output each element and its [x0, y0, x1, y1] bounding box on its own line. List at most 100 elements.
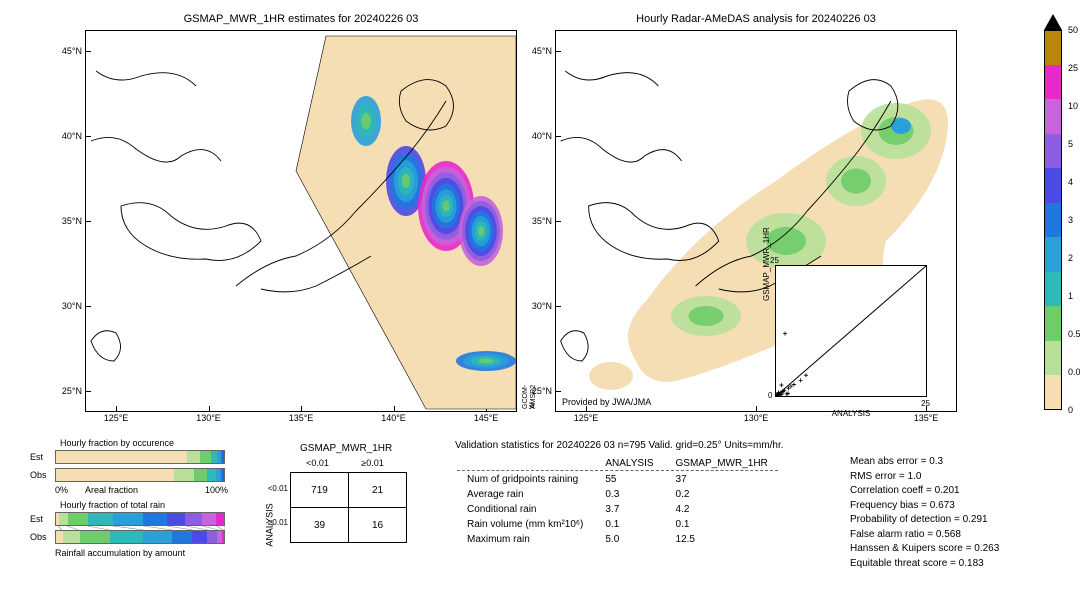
map-ytick: 30°N: [62, 301, 86, 311]
occ-x-max: 100%: [205, 485, 228, 495]
map-right-title: Hourly Radar-AMeDAS analysis for 2024022…: [556, 13, 956, 25]
colorbar-segment: [1044, 65, 1062, 100]
metric-line: False alarm ratio = 0.568: [850, 528, 999, 543]
bar-segment: [56, 531, 63, 543]
occ-xaxis-label: Areal fraction: [85, 485, 138, 495]
colorbar-tick: 1: [1062, 291, 1073, 301]
stats-cell: 5.0: [595, 533, 663, 546]
stats-head: GSMAP_MWR_1HR: [666, 457, 778, 471]
ct-row-head-0: <0.01: [258, 484, 288, 493]
bar-segment: [216, 513, 224, 525]
bar-segment: [113, 513, 143, 525]
inset-ytick-min: 0: [768, 391, 772, 400]
stats-cell: 0.2: [666, 488, 778, 501]
colorbar-tick: 25: [1062, 63, 1078, 73]
bar-segment: [80, 531, 110, 543]
contingency-table: 719 21 39 16: [290, 472, 407, 543]
metric-line: Equitable threat score = 0.183: [850, 557, 999, 572]
scatter-svg: [776, 266, 926, 396]
scatter-inset: 25 0 25 ANALYSIS GSMAP_MWR_1HR: [775, 265, 927, 397]
colorbar-segment: [1044, 134, 1062, 169]
colorbar-tick: 0.01: [1062, 367, 1080, 377]
map-ytick: 40°N: [532, 131, 556, 141]
colorbar-tick: 10: [1062, 101, 1078, 111]
bar-segment: [88, 513, 113, 525]
ct-cell-10: 39: [291, 508, 349, 543]
bar-segment: [223, 451, 224, 463]
map-xtick: 145°E: [474, 411, 499, 423]
bar-segment: [167, 513, 185, 525]
metrics-list: Mean abs error = 0.3RMS error = 1.0Corre…: [850, 455, 999, 571]
totalrain-title: Hourly fraction of total rain: [60, 500, 165, 510]
stats-head: [457, 457, 593, 471]
map-ytick: 40°N: [62, 131, 86, 141]
stats-cell: Conditional rain: [457, 503, 593, 516]
bar-segment: [187, 451, 200, 463]
stats-cell: 0.3: [595, 488, 663, 501]
occurrence-title: Hourly fraction by occurence: [60, 438, 174, 448]
map-xtick: 135°E: [289, 411, 314, 423]
colorbar-segment: [1044, 203, 1062, 238]
metric-line: Correlation coeff = 0.201: [850, 484, 999, 499]
metric-line: Mean abs error = 0.3: [850, 455, 999, 470]
bar-segment: [56, 451, 187, 463]
occurrence-bar-obs: [55, 468, 225, 482]
colorbar-tick: 5: [1062, 139, 1073, 149]
colorbar-tick: 50: [1062, 25, 1078, 35]
colorbar-segment: [1044, 272, 1062, 307]
map-ytick: 45°N: [532, 46, 556, 56]
colorbar-segment: [1044, 168, 1062, 203]
map-xtick: 130°E: [196, 411, 221, 423]
ct-cell-00: 719: [291, 473, 349, 508]
validation-title: Validation statistics for 20240226 03 n=…: [455, 440, 784, 451]
colorbar: 00.010.512345102550: [1044, 30, 1062, 410]
stats-head: ANALYSIS: [595, 457, 663, 471]
bar-segment: [59, 513, 67, 525]
map-left: GSMAP_MWR_1HR estimates for 20240226 03 …: [85, 30, 517, 412]
occ-row-est-label: Est: [30, 452, 43, 462]
map-xtick: 125°E: [104, 411, 129, 423]
contingency-col-title: GSMAP_MWR_1HR: [300, 443, 392, 454]
map-xtick: 125°E: [574, 411, 599, 423]
stats-cell: 4.2: [666, 503, 778, 516]
map-ytick: 35°N: [532, 216, 556, 226]
occ-row-obs-label: Obs: [30, 470, 47, 480]
bar-segment: [222, 531, 224, 543]
stats-cell: 37: [666, 473, 778, 486]
stats-cell: 0.1: [666, 518, 778, 531]
bar-segment: [143, 513, 167, 525]
colorbar-tick: 3: [1062, 215, 1073, 225]
colorbar-tick: 2: [1062, 253, 1073, 263]
bar-segment: [207, 469, 215, 481]
occ-x-min: 0%: [55, 485, 68, 495]
colorbar-tick: 0: [1062, 405, 1073, 415]
inset-xtick-max: 25: [921, 399, 930, 408]
ct-col-head-0: <0.01: [290, 458, 345, 468]
stats-cell: Maximum rain: [457, 533, 593, 546]
bar-segment: [110, 531, 144, 543]
map-ytick: 45°N: [62, 46, 86, 56]
tot-row-est-label: Est: [30, 514, 43, 524]
bar-segment: [56, 469, 174, 481]
validation-table: ANALYSISGSMAP_MWR_1HR Num of gridpoints r…: [455, 455, 780, 548]
colorbar-tick: 4: [1062, 177, 1073, 187]
colorbar-arrow: [1044, 14, 1062, 30]
colorbar-segment: [1044, 306, 1062, 341]
bar-segment: [192, 531, 207, 543]
stats-cell: Num of gridpoints raining: [457, 473, 593, 486]
map-ytick: 25°N: [62, 386, 86, 396]
inset-ylabel: GSMAP_MWR_1HR: [762, 227, 771, 301]
stats-cell: 12.5: [666, 533, 778, 546]
colorbar-segment: [1044, 237, 1062, 272]
metric-line: Probability of detection = 0.291: [850, 513, 999, 528]
map-ytick: 25°N: [532, 386, 556, 396]
inset-xlabel: ANALYSIS: [776, 409, 926, 418]
bar-segment: [207, 531, 217, 543]
tot-row-obs-label: Obs: [30, 532, 47, 542]
totalrain-footer: Rainfall accumulation by amount: [55, 548, 185, 558]
colorbar-segment: [1044, 99, 1062, 134]
colorbar-tick: 0.5: [1062, 329, 1080, 339]
map-ytick: 35°N: [62, 216, 86, 226]
bar-segment: [63, 531, 80, 543]
bar-segment: [200, 451, 210, 463]
